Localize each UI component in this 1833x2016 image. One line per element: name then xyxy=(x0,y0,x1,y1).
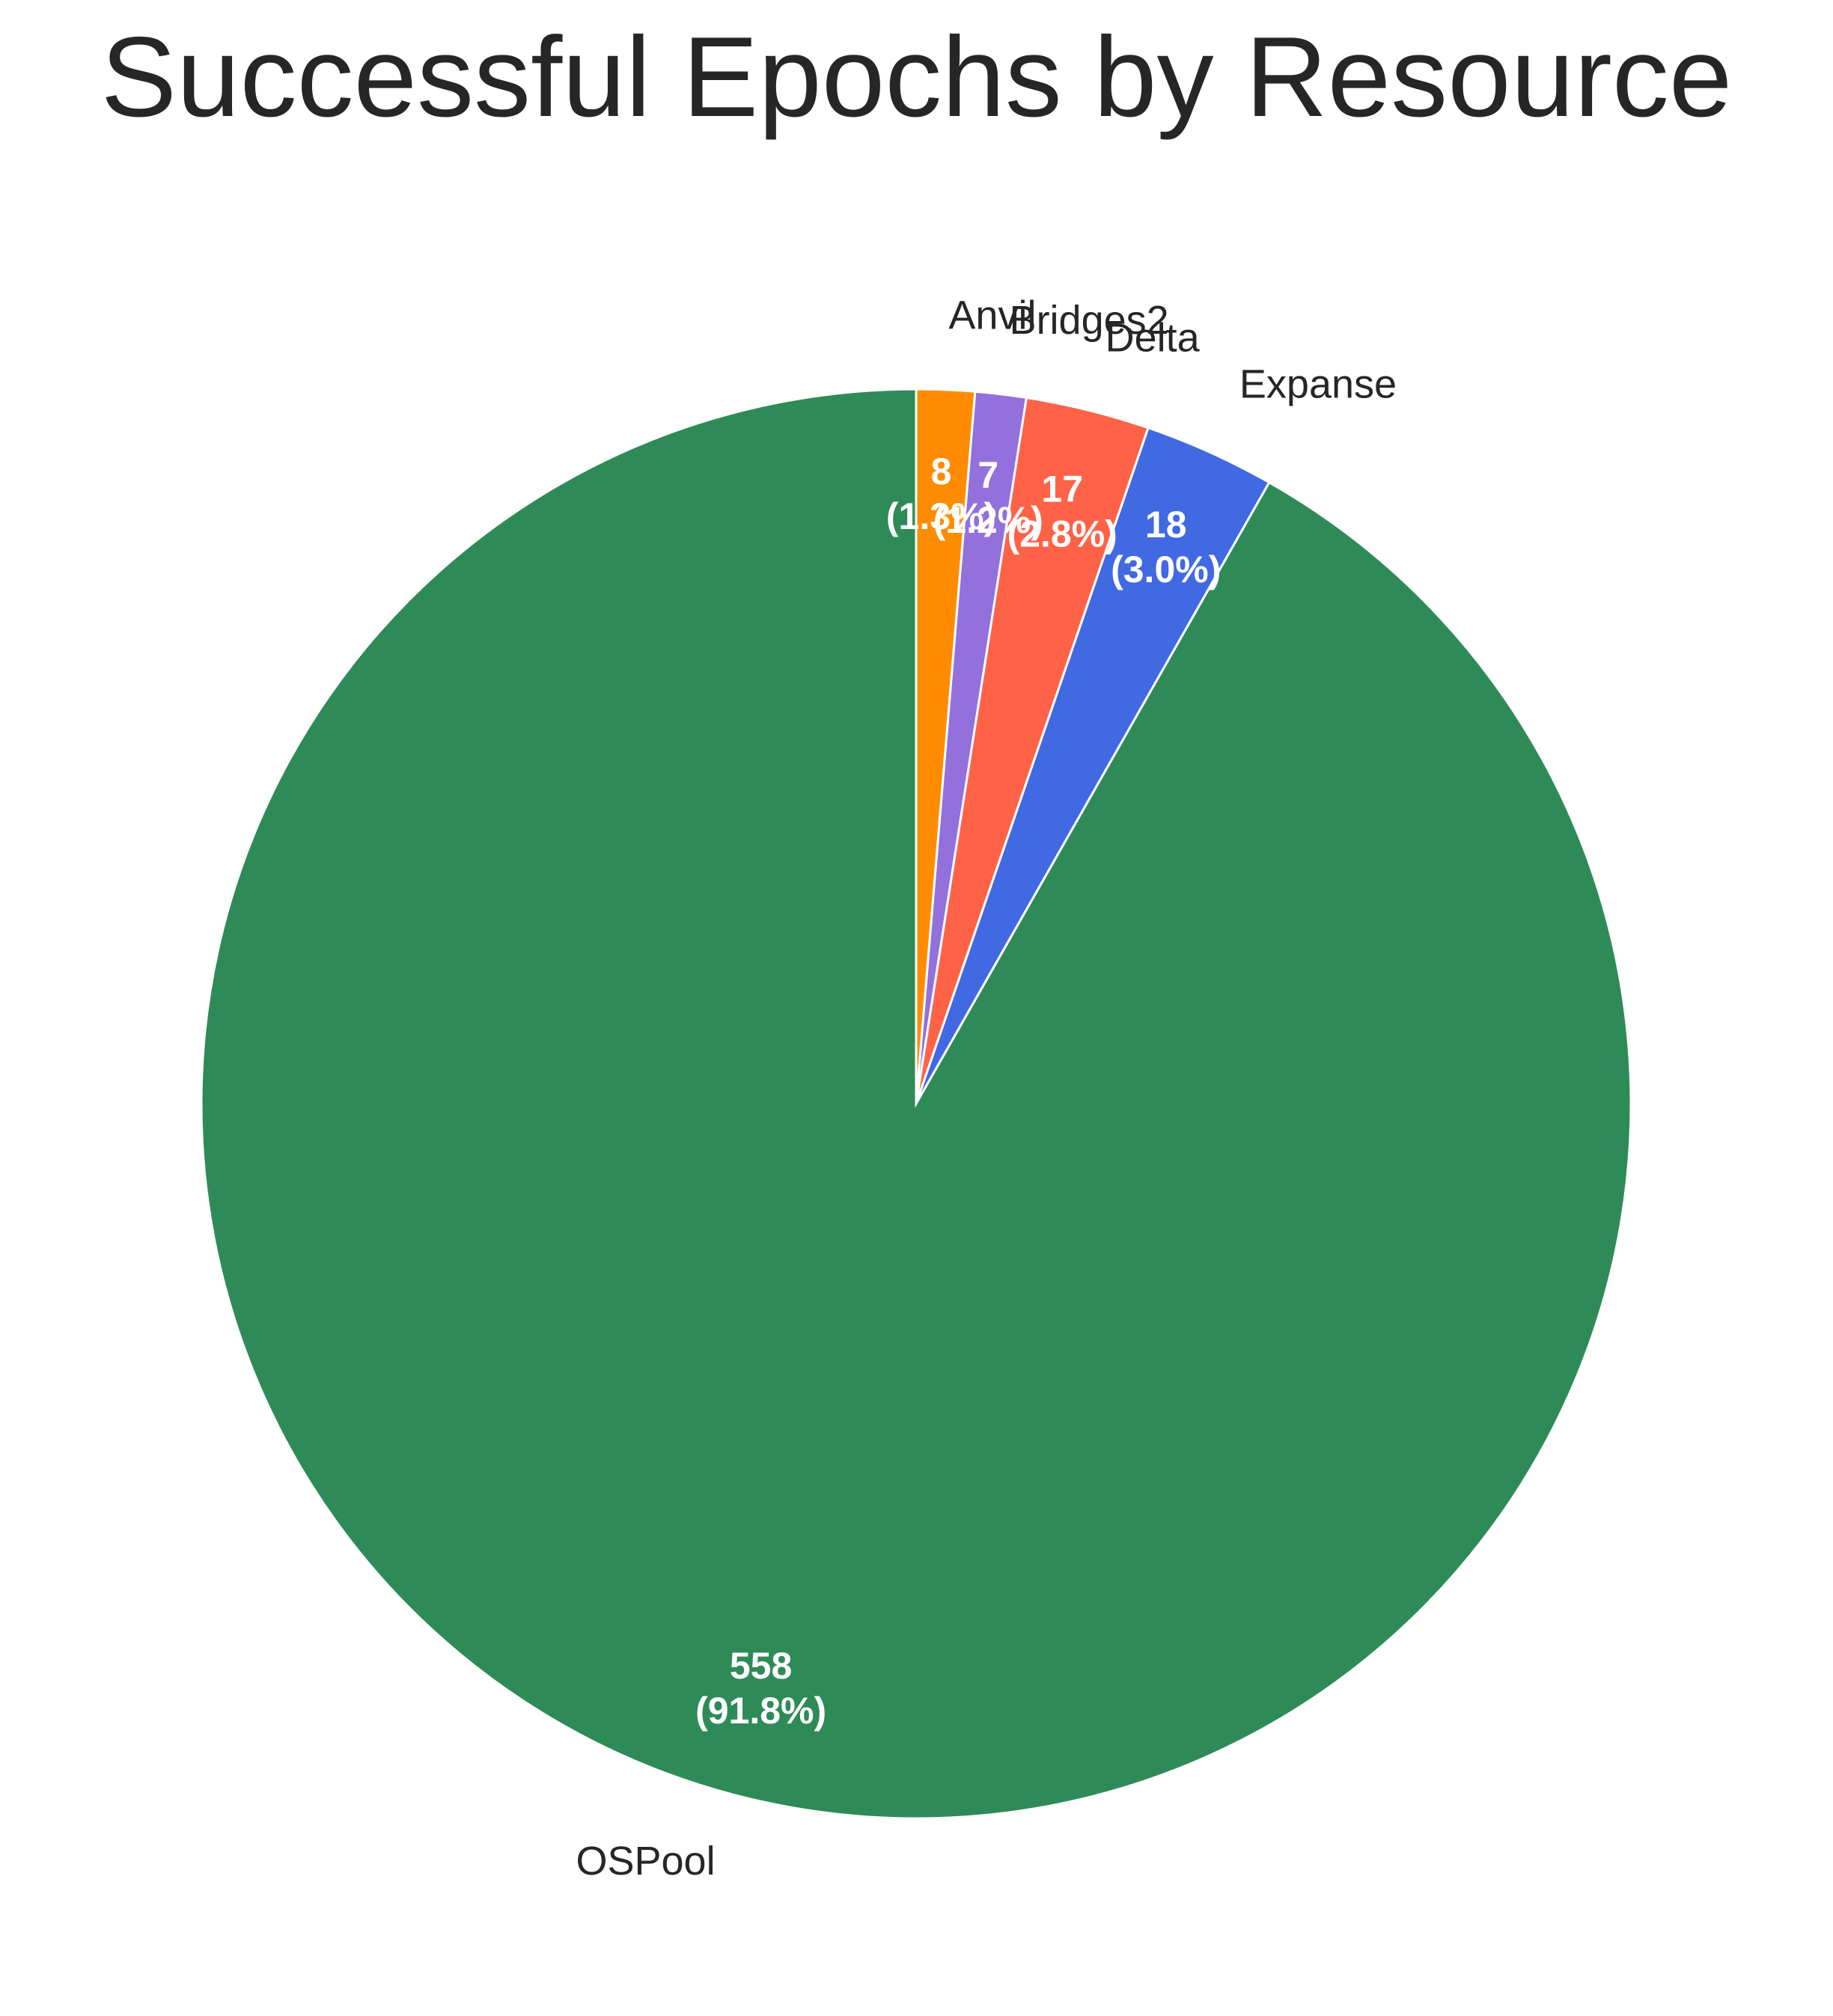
slice-percent-expanse: (3.0%) xyxy=(1111,549,1221,590)
slice-label-delta: Delta xyxy=(1105,316,1201,361)
slice-percent-ospool: (91.8%) xyxy=(695,1690,826,1732)
slice-percent-bridges2: (1.2%) xyxy=(933,499,1043,541)
pie-labels: Anvil 8(1.3%) Bridges2 7(1.2%) Delta 17(2.8%)… xyxy=(576,293,1397,1884)
slice-percent-delta: (2.8%) xyxy=(1007,513,1117,555)
slice-value-expanse: 18 xyxy=(1145,504,1187,546)
slice-label-anvil: Anvil xyxy=(948,293,1036,338)
slice-value-delta: 17 xyxy=(1041,468,1083,510)
slice-value-ospool: 558 xyxy=(730,1645,792,1687)
pie-slices xyxy=(200,388,1632,1820)
slice-value-anvil: 8 xyxy=(931,450,952,492)
pie-slice-ospool xyxy=(200,388,1632,1820)
slice-percent-anvil: (1.3%) xyxy=(886,495,996,537)
chart-title: Successful Epochs by Resource xyxy=(100,13,1733,141)
slice-label-expanse: Expanse xyxy=(1239,362,1397,407)
slice-value-bridges2: 7 xyxy=(978,454,998,496)
slice-label-ospool: OSPool xyxy=(576,1839,715,1884)
slice-label-bridges2: Bridges2 xyxy=(1010,298,1169,343)
